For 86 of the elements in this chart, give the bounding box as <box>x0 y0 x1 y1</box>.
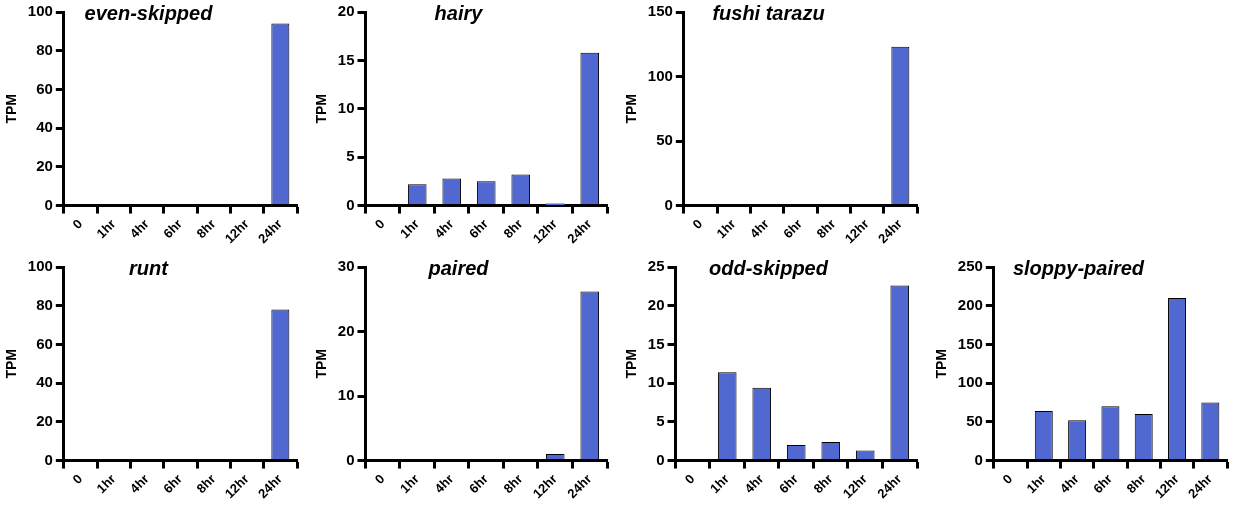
y-axis-title: TPM <box>3 348 20 379</box>
y-tick-label: 20 <box>647 295 665 313</box>
chart-title: hairy <box>434 1 484 24</box>
x-tick-label: 1hr <box>1023 471 1049 497</box>
y-tick-label: 15 <box>337 50 355 68</box>
x-tick-label: 4hr <box>431 471 457 497</box>
x-tick-label: 1hr <box>93 471 119 497</box>
y-tick-label: 100 <box>27 257 53 275</box>
x-tick-label: 8hr <box>193 471 219 497</box>
y-tick-label: 20 <box>337 2 355 20</box>
x-tick-label: 1hr <box>706 471 732 497</box>
x-tick-label: 0 <box>689 216 706 232</box>
x-tick-label: 1hr <box>396 471 422 497</box>
x-tick-label: 0 <box>371 216 388 232</box>
x-tick-label: 8hr <box>193 216 219 242</box>
y-tick-label: 40 <box>36 373 53 391</box>
y-tick-label: 100 <box>647 66 673 84</box>
y-tick-label: 150 <box>957 334 983 352</box>
x-tick-label: 6hr <box>465 216 491 242</box>
x-tick-label: 0 <box>681 471 698 487</box>
x-tick-label: 4hr <box>431 216 457 242</box>
y-tick-label: 0 <box>44 195 53 213</box>
x-tick-label: 4hr <box>1056 471 1082 497</box>
y-tick-label: 60 <box>36 334 53 352</box>
x-tick-label: 1hr <box>396 216 422 242</box>
y-tick-label: 20 <box>36 156 53 174</box>
x-tick-label: 8hr <box>1123 471 1149 497</box>
y-tick-label: 80 <box>36 40 53 58</box>
x-tick-label: 0 <box>69 216 86 232</box>
x-tick-label: 4hr <box>126 471 152 497</box>
y-tick-label: 5 <box>346 147 355 165</box>
y-tick-label: 0 <box>346 195 355 213</box>
x-tick-label: 4hr <box>126 216 152 242</box>
y-tick-label: 10 <box>337 386 355 404</box>
y-axis-title: TPM <box>313 93 330 124</box>
chart-title: odd-skipped <box>709 256 829 279</box>
y-tick-label: 20 <box>337 321 355 339</box>
chart-title: even-skipped <box>84 1 214 24</box>
y-tick-label: 60 <box>36 79 53 97</box>
y-tick-label: 50 <box>966 411 983 429</box>
y-axis-title: TPM <box>3 93 20 124</box>
x-tick-label: 4hr <box>746 216 772 242</box>
y-tick-label: 200 <box>957 295 983 313</box>
x-tick-label: 0 <box>371 471 388 487</box>
y-tick-label: 150 <box>647 2 673 20</box>
y-tick-label: 25 <box>647 257 665 275</box>
x-tick-label: 6hr <box>780 216 806 242</box>
y-tick-label: 15 <box>647 334 665 352</box>
y-tick-label: 80 <box>36 295 53 313</box>
y-tick-label: 10 <box>647 373 665 391</box>
y-tick-label: 0 <box>44 450 53 468</box>
chart-title: fushi tarazu <box>712 1 825 24</box>
x-tick-label: 8hr <box>810 471 836 497</box>
y-tick-label: 50 <box>656 131 673 149</box>
x-tick-label: 4hr <box>741 471 767 497</box>
y-axis-title: TPM <box>313 348 330 379</box>
y-axis-title: TPM <box>623 348 640 379</box>
y-tick-label: 5 <box>656 411 665 429</box>
x-tick-label: 1hr <box>713 216 739 242</box>
y-tick-label: 0 <box>346 450 355 468</box>
y-axis-title: TPM <box>623 93 640 124</box>
y-tick-label: 0 <box>664 195 673 213</box>
y-tick-label: 40 <box>36 118 53 136</box>
y-tick-label: 20 <box>36 411 53 429</box>
y-tick-label: 0 <box>656 450 665 468</box>
y-tick-label: 30 <box>337 257 355 275</box>
x-tick-label: 6hr <box>160 216 186 242</box>
x-tick-label: 8hr <box>500 216 526 242</box>
x-tick-label: 0 <box>999 471 1016 487</box>
x-tick-label: 6hr <box>160 471 186 497</box>
x-tick-label: 1hr <box>93 216 119 242</box>
y-tick-label: 100 <box>27 2 53 20</box>
x-tick-label: 8hr <box>813 216 839 242</box>
chart-title: sloppy-paired <box>1012 256 1145 279</box>
chart-title: paired <box>427 256 490 279</box>
y-tick-label: 0 <box>974 450 983 468</box>
x-tick-label: 6hr <box>465 471 491 497</box>
chart-title: runt <box>129 256 170 279</box>
y-tick-label: 100 <box>957 373 983 391</box>
x-tick-label: 0 <box>69 471 86 487</box>
x-tick-label: 6hr <box>1090 471 1116 497</box>
y-tick-label: 10 <box>337 98 355 116</box>
y-tick-label: 250 <box>957 257 983 275</box>
y-axis-title: TPM <box>933 348 950 379</box>
x-tick-label: 8hr <box>500 471 526 497</box>
x-tick-label: 6hr <box>775 471 801 497</box>
